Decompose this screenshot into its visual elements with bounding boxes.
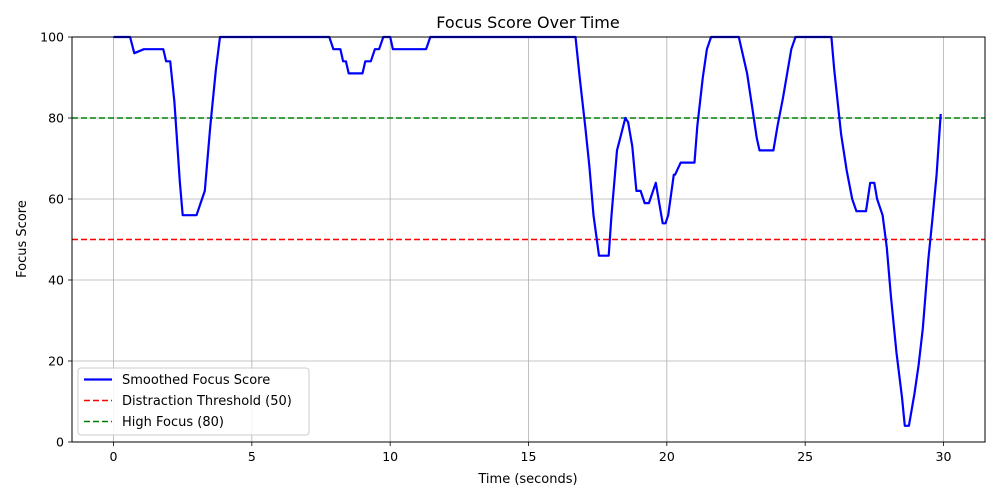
legend-box	[77, 367, 310, 436]
y-tick-label: 60	[48, 192, 64, 207]
legend-label: Distraction Threshold (50)	[122, 394, 292, 409]
legend-label: Smoothed Focus Score	[122, 373, 270, 388]
focus-score-line	[113, 35, 942, 427]
y-tick-label: 100	[40, 30, 64, 45]
chart-title: Focus Score Over Time	[436, 13, 619, 32]
x-tick-label: 25	[797, 449, 813, 464]
y-tick-label: 0	[56, 435, 64, 450]
x-tick-label: 30	[936, 449, 952, 464]
y-tick-label: 80	[48, 111, 64, 126]
x-tick-label: 15	[521, 449, 537, 464]
x-tick-label: 10	[382, 449, 398, 464]
x-tick-label: 20	[659, 449, 675, 464]
reference-lines	[72, 117, 985, 241]
x-axis-label: Time (seconds)	[477, 472, 577, 487]
y-axis-label: Focus Score	[15, 200, 30, 278]
y-tick-label: 40	[48, 273, 64, 288]
y-tick-label: 20	[48, 354, 64, 369]
legend: Smoothed Focus Score Distraction Threshol…	[77, 367, 310, 436]
legend-label: High Focus (80)	[122, 415, 224, 430]
axis-ticks: 0 5 10 15 20 25 30 0 20 40 60 80 100	[40, 30, 951, 465]
series-layer	[113, 35, 942, 427]
x-tick-label: 0	[110, 449, 118, 464]
x-tick-label: 5	[248, 449, 256, 464]
